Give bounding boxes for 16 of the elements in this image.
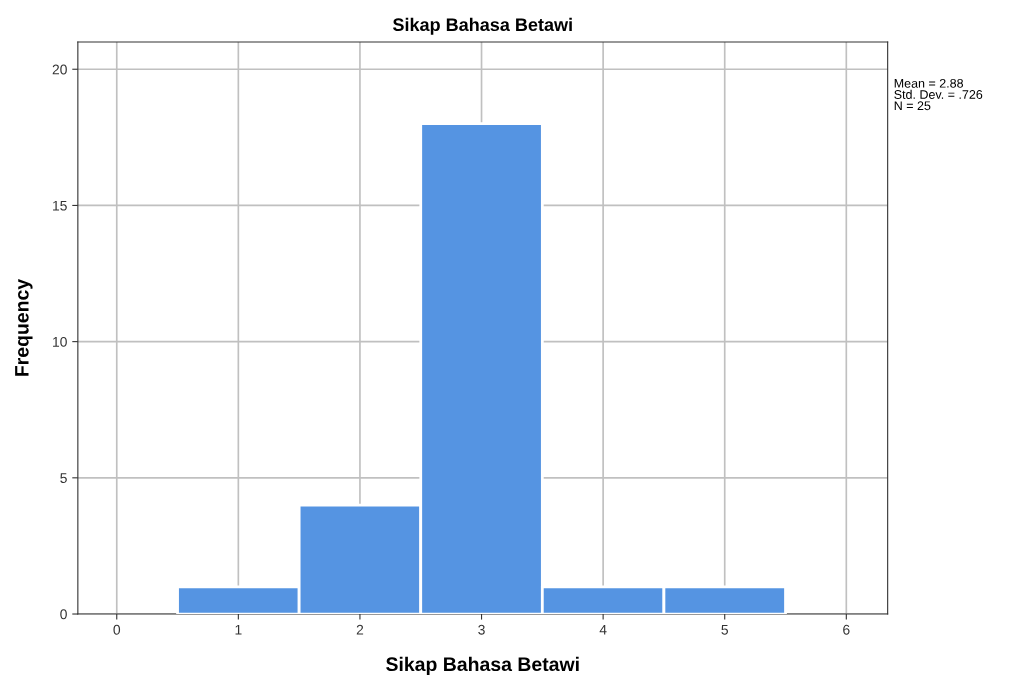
y-tick-label: 0 — [60, 609, 67, 620]
y-tick-label: 5 — [60, 473, 67, 483]
y-axis-title: Frequency — [15, 278, 33, 376]
x-tick-label: 3 — [478, 624, 485, 635]
x-tick-label: 6 — [843, 624, 850, 635]
y-tick-label: 20 — [52, 64, 67, 75]
y-tick-label: 10 — [53, 336, 67, 347]
x-tick-label: 4 — [599, 624, 607, 635]
x-tick-label: 2 — [356, 624, 364, 635]
y-tick-label: 15 — [53, 200, 67, 211]
text: Mean = 2.88 Std. Dev. = .726 N = 25 — [894, 78, 983, 111]
x-axis-title: Sikap Bahasa Betawi — [386, 656, 579, 675]
x-tick-label: 1 — [235, 624, 242, 635]
chart-title: Sikap Bahasa Betawi — [392, 17, 572, 35]
x-tick-label: 0 — [113, 624, 121, 635]
x-tick-label: 5 — [721, 624, 728, 635]
